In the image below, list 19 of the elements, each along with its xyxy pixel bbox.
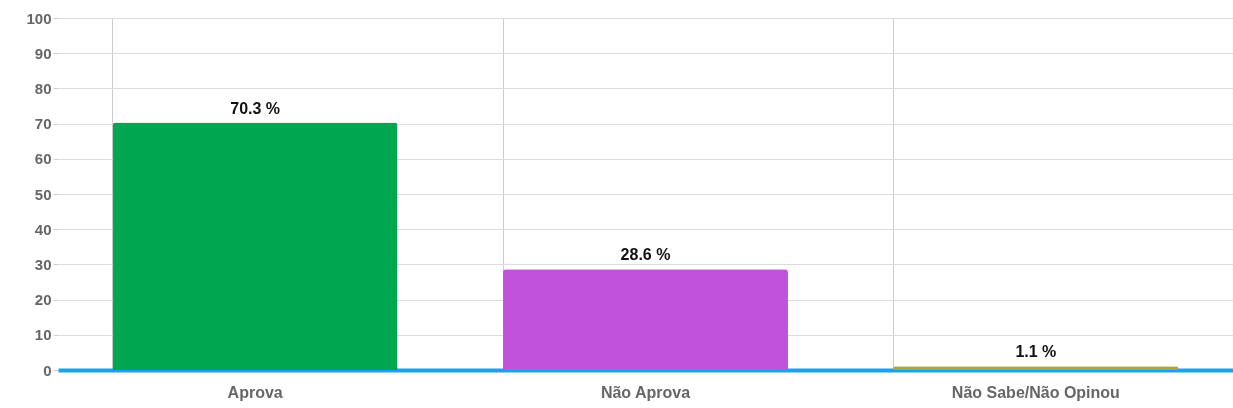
x-tick-label: Não Aprova <box>600 383 691 401</box>
y-tick-label: 30 <box>34 255 52 273</box>
x-tick-label: Aprova <box>227 383 283 401</box>
bar <box>503 269 788 370</box>
data-label: 1.1 % <box>1015 343 1057 361</box>
y-tick-label: 20 <box>34 291 52 309</box>
y-tick-label: 80 <box>34 79 52 97</box>
y-tick-label: 90 <box>34 44 52 62</box>
x-tick-label: Não Sabe/Não Opinou <box>951 383 1120 401</box>
y-tick-label: 40 <box>34 220 52 238</box>
y-tick-label: 100 <box>26 9 52 27</box>
bar <box>112 122 398 370</box>
data-label: 70.3 % <box>230 99 281 117</box>
y-tick-label: 60 <box>34 150 52 168</box>
y-tick-label: 10 <box>34 326 52 344</box>
y-tick-label: 70 <box>34 115 52 133</box>
data-label: 28.6 % <box>620 246 671 264</box>
y-tick-label: 50 <box>34 185 52 203</box>
y-tick-label: 0 <box>43 361 52 379</box>
